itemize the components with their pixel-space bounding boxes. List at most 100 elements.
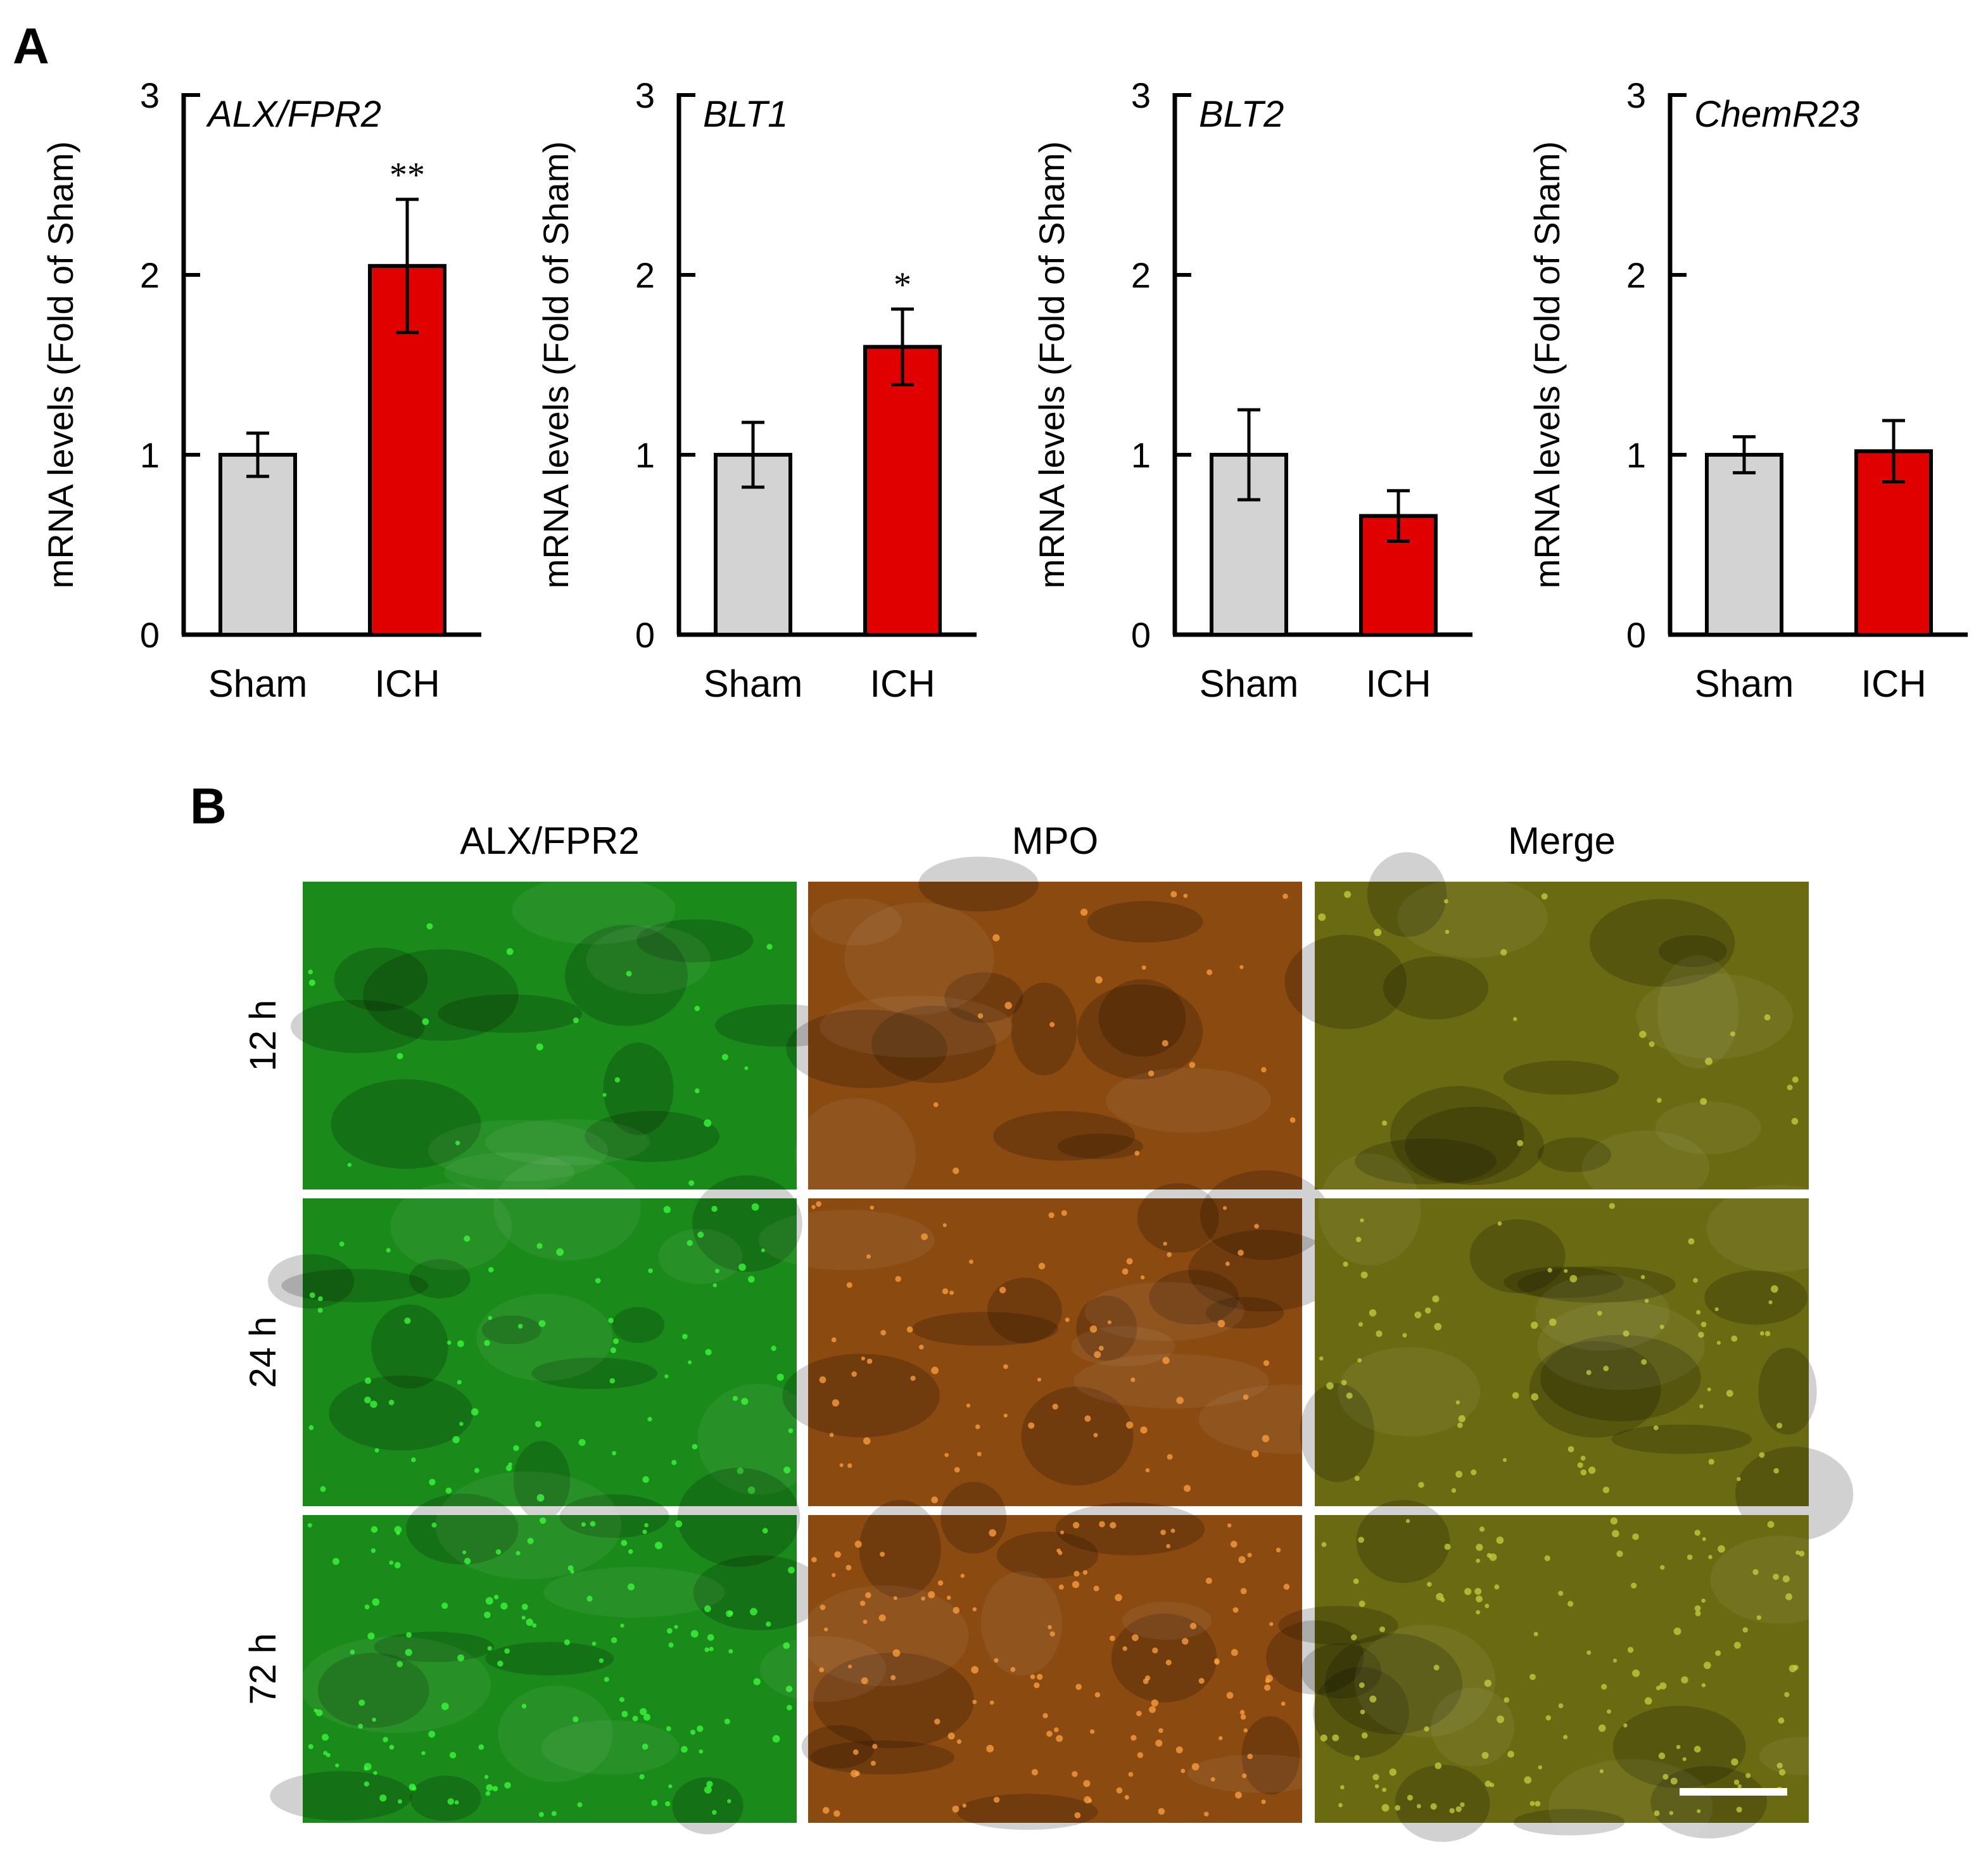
stained-cell: [1369, 1309, 1377, 1317]
stained-cell: [405, 1649, 412, 1656]
tissue-highlight: [810, 898, 902, 946]
tissue-highlight: [1397, 877, 1548, 958]
stained-cell: [1360, 1709, 1365, 1715]
stained-cell: [953, 1607, 960, 1614]
tissue-shadow: [438, 994, 582, 1033]
stained-cell: [1792, 1076, 1799, 1083]
stained-cell: [1791, 1117, 1799, 1125]
stained-cell: [1476, 1544, 1483, 1551]
stained-cell: [1649, 1041, 1655, 1048]
tissue-highlight: [484, 1119, 650, 1166]
stained-cell: [1670, 1777, 1678, 1785]
stained-cell: [1502, 1457, 1507, 1462]
stained-cell: [1547, 1267, 1552, 1273]
stained-cell: [1318, 913, 1326, 921]
stained-cell: [1700, 1321, 1707, 1328]
micrograph-alx-fpr2-24h: [267, 1155, 818, 1520]
stained-cell: [1030, 1674, 1035, 1680]
stained-cell: [1567, 1601, 1574, 1607]
stained-cell: [750, 1608, 757, 1616]
stained-cell: [1072, 1771, 1078, 1777]
stained-cell: [1653, 1425, 1659, 1431]
stained-cell: [687, 1240, 693, 1246]
stained-cell: [1048, 1625, 1052, 1630]
stained-cell: [308, 979, 315, 986]
tissue-shadow: [363, 949, 519, 1041]
stained-cell: [1759, 1331, 1764, 1336]
stained-cell: [578, 1438, 586, 1446]
stained-cell: [1376, 1330, 1383, 1337]
micrograph-background: [808, 882, 1302, 1189]
stained-cell: [714, 1269, 719, 1274]
stained-cell: [771, 1345, 776, 1351]
stained-cell: [1497, 1715, 1505, 1723]
stained-cell: [1243, 1394, 1249, 1400]
stained-cell: [1434, 1322, 1442, 1331]
stained-cell: [1247, 1552, 1252, 1557]
stained-cell: [989, 1529, 997, 1537]
tissue-highlight: [1710, 1535, 1849, 1624]
stained-cell: [332, 1557, 339, 1565]
stained-cell: [464, 1235, 471, 1242]
stained-cell: [1745, 1773, 1751, 1779]
stained-cell: [1659, 1682, 1667, 1690]
tissue-shadow: [996, 1532, 1099, 1578]
stained-cell: [556, 1248, 564, 1256]
stained-cell: [1529, 1673, 1536, 1680]
tissue-highlight: [541, 1720, 680, 1775]
stained-cell: [1445, 929, 1450, 934]
stained-cell: [642, 1476, 649, 1483]
stained-cell: [1320, 1734, 1327, 1742]
tissue-shadow: [1529, 1341, 1661, 1438]
stained-cell: [1162, 1039, 1168, 1047]
tissue-shadow: [1206, 1297, 1284, 1329]
stained-cell: [506, 948, 514, 955]
stained-cell: [504, 1782, 511, 1789]
stained-cell: [816, 1201, 822, 1207]
stained-cell: [788, 1428, 794, 1433]
stained-cell: [690, 1630, 699, 1638]
stained-cell: [947, 1732, 955, 1740]
stained-cell: [1434, 1762, 1442, 1770]
stained-cell: [1694, 1746, 1701, 1753]
stained-cell: [1703, 1661, 1711, 1670]
stained-cell: [870, 1760, 876, 1766]
stained-cell: [609, 1378, 616, 1384]
stained-cell: [1137, 1752, 1144, 1758]
stained-cell: [1217, 1319, 1225, 1328]
stained-cell: [504, 1648, 510, 1654]
stained-cell: [581, 1522, 586, 1527]
stained-cell: [1424, 1307, 1431, 1314]
stained-cell: [536, 1243, 543, 1249]
stained-cell: [993, 1796, 1000, 1803]
y-tick-label: 1: [140, 435, 160, 475]
stained-cell: [1688, 1238, 1695, 1245]
tissue-shadow: [565, 925, 688, 1026]
stained-cell: [1034, 1682, 1040, 1689]
stained-cell: [573, 1716, 579, 1723]
tissue-highlight: [300, 1636, 491, 1734]
tissue-shadow: [270, 1771, 412, 1821]
stained-cell: [455, 1140, 460, 1146]
stained-cell: [516, 1551, 521, 1556]
stained-cell: [1610, 1517, 1618, 1525]
stained-cell: [744, 1066, 749, 1070]
y-axis-label: mRNA levels (Fold of Sham): [1032, 141, 1072, 588]
stained-cell: [1198, 1678, 1205, 1684]
stained-cell: [994, 1658, 999, 1663]
stained-cell: [497, 1660, 503, 1667]
stained-cell: [639, 1774, 645, 1780]
stained-cell: [704, 1119, 712, 1127]
y-tick-label: 0: [140, 615, 160, 655]
stained-cell: [1122, 1268, 1129, 1275]
stained-cell: [1075, 1684, 1082, 1690]
stained-cell: [1481, 1751, 1489, 1760]
stained-cell: [1036, 1673, 1043, 1680]
stained-cell: [1065, 1317, 1070, 1322]
stained-cell: [1116, 1787, 1123, 1794]
stained-cell: [1694, 1530, 1701, 1536]
micrograph-background: [1315, 1198, 1809, 1506]
stained-cell: [953, 1167, 959, 1174]
stained-cell: [1238, 1556, 1246, 1564]
micrograph-mpo-12h: [786, 856, 1302, 1211]
